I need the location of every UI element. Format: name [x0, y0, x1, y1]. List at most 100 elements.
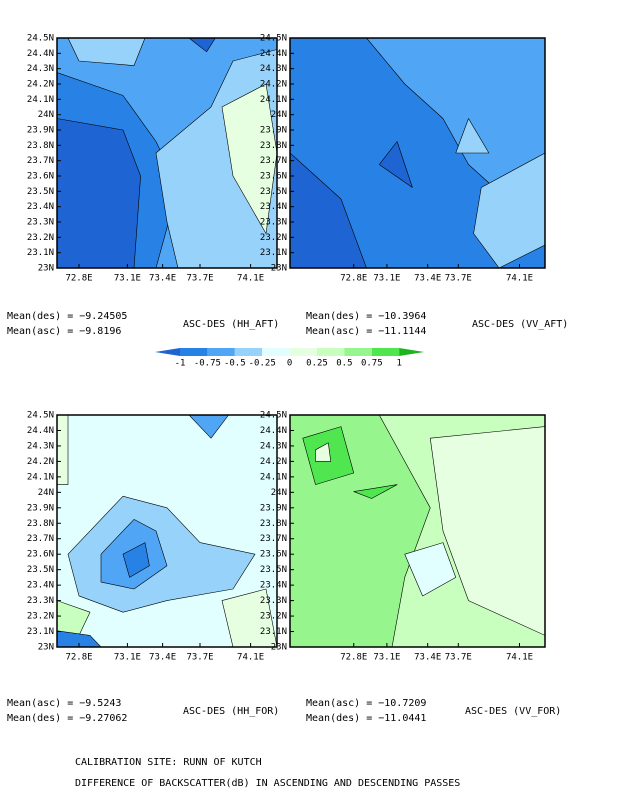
lat-tick-label: 23.1N [27, 248, 54, 258]
lat-tick-label: 24.4N [27, 49, 54, 59]
colorbar-label: -0.5 [224, 359, 246, 369]
panel-title: ASC-DES (HH_AFT) [183, 319, 279, 330]
lon-tick-label: 73.7E [445, 274, 472, 284]
mean-label: Mean(des) = −9.27062 [7, 713, 127, 724]
colorbar-label: 0.75 [361, 359, 383, 369]
lon-tick-label: 74.1E [237, 653, 264, 663]
lat-tick-label: 23.6N [260, 172, 287, 182]
lat-tick-label: 24.4N [27, 426, 54, 436]
panel [290, 38, 545, 268]
mean-label: Mean(asc) = −9.8196 [7, 326, 121, 337]
lat-tick-label: 24.3N [260, 441, 287, 451]
contour-region [455, 118, 490, 154]
lat-tick-label: 24N [38, 488, 54, 498]
lat-tick-label: 24.3N [260, 64, 287, 74]
contour-region [57, 415, 69, 485]
contour-region [353, 484, 398, 499]
lon-tick-label: 73.7E [186, 653, 213, 663]
contour-region [315, 442, 332, 462]
mean-label: Mean(des) = −10.3964 [306, 311, 426, 322]
lon-tick-label: 73.4E [149, 653, 176, 663]
contour-region [378, 141, 413, 188]
lat-tick-label: 23.8N [260, 141, 287, 151]
panel [57, 38, 277, 268]
lat-tick-label: 23.1N [260, 248, 287, 258]
contour-region [429, 426, 545, 636]
lat-tick-label: 23N [271, 643, 287, 653]
lat-tick-label: 23.7N [27, 156, 54, 166]
lat-tick-label: 24.5N [27, 34, 54, 44]
lat-tick-label: 24.1N [27, 95, 54, 105]
lon-tick-label: 72.8E [65, 274, 92, 284]
contour-region [473, 152, 545, 268]
contour-region [366, 38, 545, 200]
lat-tick-label: 23.3N [260, 596, 287, 606]
mean-label: Mean(asc) = −9.5243 [7, 698, 121, 709]
lon-tick-label: 74.1E [237, 274, 264, 284]
panel-title: ASC-DES (HH_FOR) [183, 706, 279, 717]
lat-tick-label: 23.7N [260, 156, 287, 166]
lat-tick-label: 23.9N [27, 126, 54, 136]
colorbar-segment [207, 348, 235, 356]
lat-tick-label: 24N [271, 488, 287, 498]
panel [57, 415, 277, 647]
lat-tick-label: 24.5N [260, 411, 287, 421]
colorbar-segment [317, 348, 345, 356]
contour-region [221, 588, 277, 647]
mean-label: Mean(des) = −9.24505 [7, 311, 127, 322]
lat-tick-label: 23.9N [260, 503, 287, 513]
colorbar-label: 0.5 [336, 359, 352, 369]
colorbar-label: 1 [396, 359, 401, 369]
colorbar-label: -0.25 [249, 359, 276, 369]
lon-tick-label: 72.8E [65, 653, 92, 663]
lon-tick-label: 72.8E [340, 653, 367, 663]
frame [56, 414, 278, 648]
lat-tick-label: 24N [38, 110, 54, 120]
lat-tick-label: 24.1N [27, 472, 54, 482]
panel-title: ASC-DES (VV_AFT) [472, 319, 568, 330]
lat-tick-label: 23.8N [27, 141, 54, 151]
lon-tick-label: 73.4E [149, 274, 176, 284]
lon-tick-label: 73.7E [186, 274, 213, 284]
lat-tick-label: 24.4N [260, 426, 287, 436]
colorbar-label: 0 [287, 359, 292, 369]
lat-tick-label: 23.8N [260, 519, 287, 529]
panel-title: ASC-DES (VV_FOR) [465, 706, 561, 717]
lon-tick-label: 73.4E [414, 653, 441, 663]
mean-label: Mean(asc) = −10.7209 [306, 698, 426, 709]
lat-tick-label: 23.4N [27, 581, 54, 591]
lat-tick-label: 23.9N [260, 126, 287, 136]
colorbar-label: -1 [175, 359, 186, 369]
lat-tick-label: 23.1N [260, 627, 287, 637]
lat-tick-label: 24.1N [260, 472, 287, 482]
lat-tick-label: 24.3N [27, 441, 54, 451]
lat-tick-label: 23.6N [27, 172, 54, 182]
lat-tick-label: 24.2N [27, 457, 54, 467]
lat-tick-label: 23.2N [260, 233, 287, 243]
colorbar-segment [344, 348, 372, 356]
lat-tick-label: 24.2N [260, 457, 287, 467]
caption: CALIBRATION SITE: RUNN OF KUTCH [75, 757, 262, 768]
lat-tick-label: 23N [38, 264, 54, 274]
lon-tick-label: 74.1E [506, 653, 533, 663]
contour-region [290, 152, 367, 268]
lon-tick-label: 74.1E [506, 274, 533, 284]
lon-tick-label: 72.8E [340, 274, 367, 284]
lon-tick-label: 73.7E [445, 653, 472, 663]
colorbar-segment [180, 348, 208, 356]
lat-tick-label: 23.2N [27, 612, 54, 622]
lat-tick-label: 24.5N [27, 411, 54, 421]
lat-tick-label: 24.2N [27, 80, 54, 90]
contour-region [57, 118, 141, 268]
lat-tick-label: 23.5N [27, 565, 54, 575]
lat-tick-label: 23.3N [260, 218, 287, 228]
colorbar-segment [371, 348, 400, 356]
lat-tick-label: 23N [271, 264, 287, 274]
colorbar-label: -0.75 [194, 359, 221, 369]
lon-tick-label: 73.4E [414, 274, 441, 284]
colorbar-label: 0.25 [306, 359, 328, 369]
mean-label: Mean(des) = −11.0441 [306, 713, 426, 724]
frame [289, 37, 546, 269]
colorbar-end [155, 348, 180, 356]
